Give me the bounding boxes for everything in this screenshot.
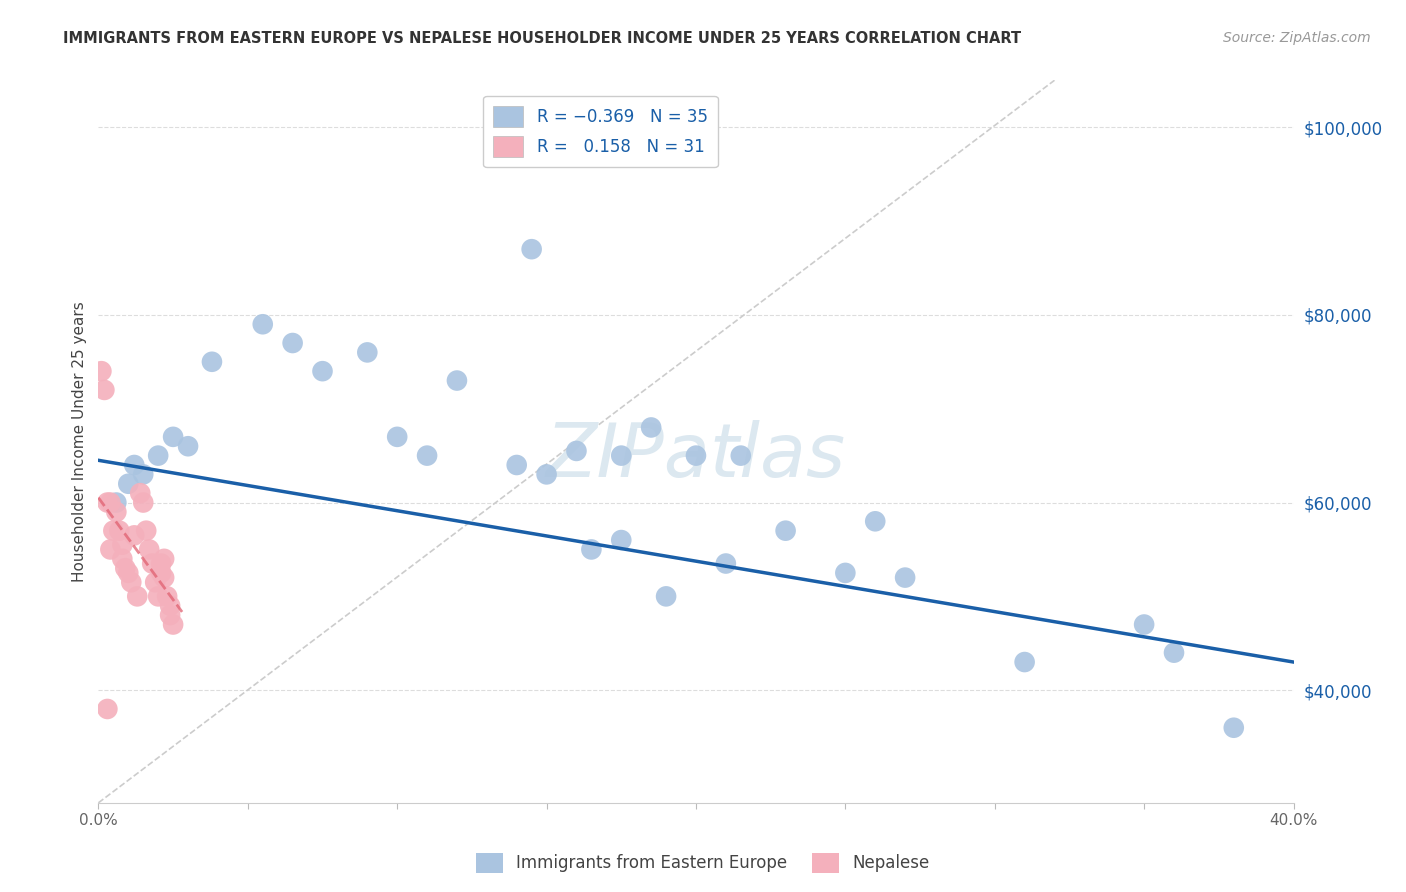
Point <box>103 524 125 538</box>
Point <box>96 702 118 716</box>
Point <box>446 374 468 388</box>
Point <box>775 524 797 538</box>
Point <box>865 514 887 528</box>
Point <box>201 355 224 369</box>
Point <box>385 430 409 444</box>
Point <box>640 420 662 434</box>
Point <box>124 458 146 472</box>
Point <box>98 542 122 557</box>
Point <box>685 449 707 463</box>
Point <box>98 495 122 509</box>
Point <box>520 242 543 256</box>
Point <box>120 575 142 590</box>
Text: ZIPatlas: ZIPatlas <box>546 420 846 492</box>
Point <box>311 364 333 378</box>
Point <box>162 617 184 632</box>
Point <box>117 566 139 580</box>
Point <box>153 551 176 566</box>
Point <box>90 364 112 378</box>
Point <box>132 495 155 509</box>
Point <box>111 538 134 552</box>
Point <box>506 458 529 472</box>
Point <box>655 590 678 604</box>
Point <box>894 571 917 585</box>
Point <box>150 566 173 580</box>
Text: IMMIGRANTS FROM EASTERN EUROPE VS NEPALESE HOUSEHOLDER INCOME UNDER 25 YEARS COR: IMMIGRANTS FROM EASTERN EUROPE VS NEPALE… <box>63 31 1021 46</box>
Point <box>1163 646 1185 660</box>
Point <box>148 590 170 604</box>
Point <box>1223 721 1246 735</box>
Point <box>132 467 155 482</box>
Point <box>536 467 558 482</box>
Point <box>111 551 134 566</box>
Point <box>356 345 378 359</box>
Point <box>162 430 184 444</box>
Point <box>105 505 128 519</box>
Text: Source: ZipAtlas.com: Source: ZipAtlas.com <box>1223 31 1371 45</box>
Point <box>581 542 603 557</box>
Point <box>565 444 588 458</box>
Point <box>714 557 737 571</box>
Point <box>150 557 173 571</box>
Point <box>127 590 149 604</box>
Point <box>153 571 176 585</box>
Point <box>141 557 163 571</box>
Point <box>610 449 633 463</box>
Point <box>105 495 128 509</box>
Point <box>124 528 146 542</box>
Y-axis label: Householder Income Under 25 years: Householder Income Under 25 years <box>72 301 87 582</box>
Point <box>730 449 752 463</box>
Point <box>156 590 179 604</box>
Point <box>177 439 200 453</box>
Point <box>108 524 131 538</box>
Point <box>416 449 439 463</box>
Point <box>114 561 136 575</box>
Point <box>252 318 274 332</box>
Point <box>93 383 115 397</box>
Point <box>135 524 157 538</box>
Point <box>610 533 633 547</box>
Point <box>96 495 118 509</box>
Point <box>129 486 152 500</box>
Point <box>138 542 160 557</box>
Point <box>281 336 304 351</box>
Point <box>1014 655 1036 669</box>
Point <box>117 476 139 491</box>
Point <box>1133 617 1156 632</box>
Legend: R = −0.369   N = 35, R =   0.158   N = 31: R = −0.369 N = 35, R = 0.158 N = 31 <box>484 95 717 167</box>
Point <box>159 608 181 623</box>
Point <box>159 599 181 613</box>
Point <box>834 566 856 580</box>
Legend: Immigrants from Eastern Europe, Nepalese: Immigrants from Eastern Europe, Nepalese <box>470 847 936 880</box>
Point <box>148 449 170 463</box>
Point <box>143 575 166 590</box>
